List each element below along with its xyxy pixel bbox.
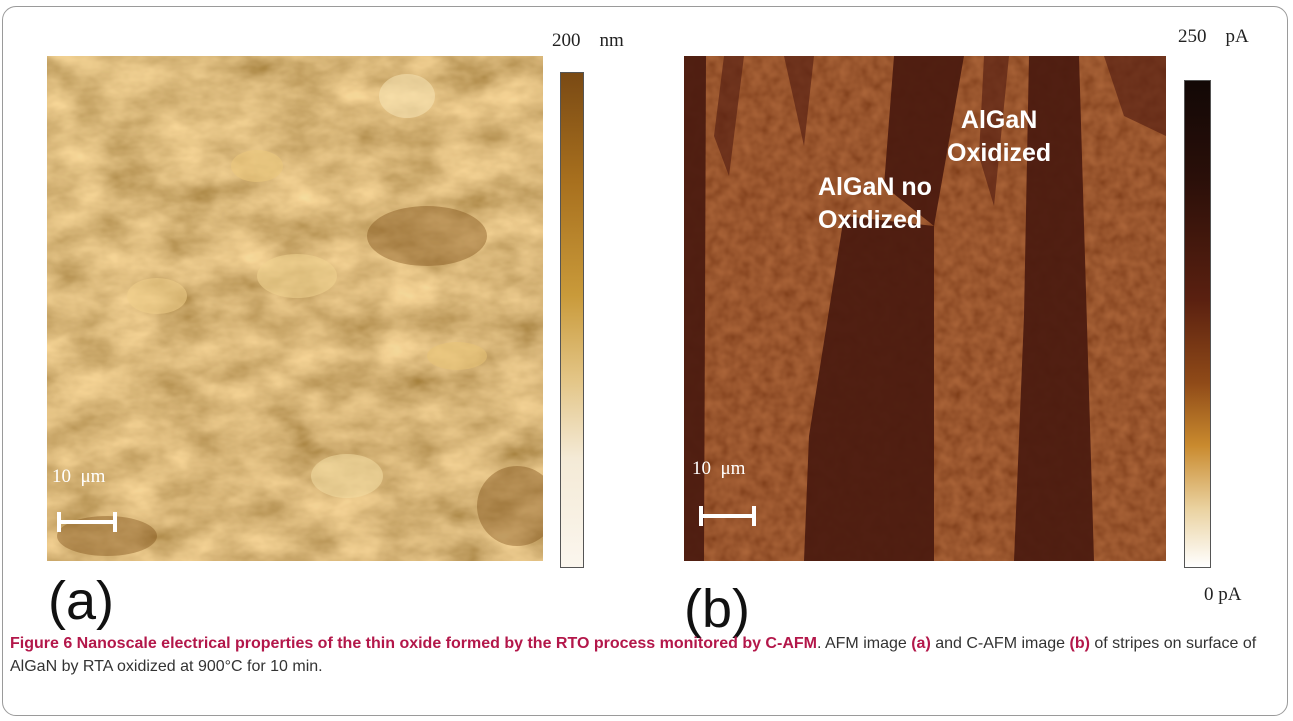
colorbar-a [560,72,584,568]
afm-image-a: 10 μm [47,56,543,561]
colorbar-min-b: 0 pA [1204,584,1242,605]
panel-letter-b: (b) [684,579,750,639]
scale-bar-label-a: 10 μm [52,466,106,487]
figure-frame [2,6,1288,716]
cafm-image-b: 10 μm AlGaN Oxidized AlGaN no Oxidized [684,56,1166,561]
figure-caption: Figure 6 Nanoscale electrical properties… [10,632,1272,678]
annotation-algan-no-oxidized: AlGaN no Oxidized [818,173,932,234]
caption-title: Figure 6 Nanoscale electrical properties… [10,635,817,652]
colorbar-max-a: 200 nm [552,30,624,51]
annotation-algan-oxidized: AlGaN Oxidized [947,106,1052,167]
panel-letter-a: (a) [48,571,114,631]
caption-text-2: and C-AFM image [930,635,1070,652]
colorbar-b [1184,80,1211,568]
caption-text-3: of stripes on surface of AlGaN by RTA ox… [10,635,1257,675]
caption-ref-b: (b) [1069,635,1090,652]
scale-bar-label-b: 10 μm [692,458,746,479]
caption-text-1: . AFM image [816,635,912,652]
colorbar-max-b: 250 pA [1178,26,1249,47]
caption-ref-a: (a) [911,635,931,652]
